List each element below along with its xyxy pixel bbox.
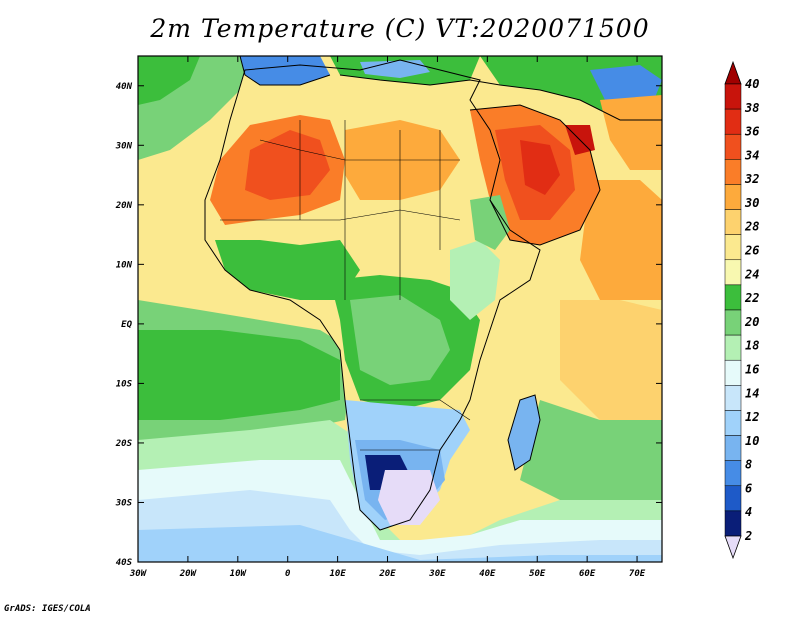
colorbar-label: 22 <box>744 291 759 305</box>
colorbar: 40 38 36 34 32 30 28 26 24 22 20 18 16 14 12 10 8 6 4 2 <box>724 60 759 560</box>
lon-label: 50E <box>529 569 546 579</box>
coastlines <box>204 56 662 531</box>
colorbar-label: 24 <box>744 267 759 281</box>
colorbar-swatch <box>724 83 742 110</box>
lon-label: 30E <box>428 569 446 579</box>
sahel-green <box>215 240 360 300</box>
lat-label: EQ <box>121 320 132 330</box>
southern-ocean-band4 <box>138 525 662 562</box>
lon-label: 20W <box>179 569 198 579</box>
colorbar-swatch <box>724 209 742 235</box>
lon-label: 30W <box>129 569 148 579</box>
colorbar-label: 34 <box>744 148 759 162</box>
colorbar-swatch <box>724 259 742 286</box>
lat-label: 30N <box>115 141 133 151</box>
ethiopia-green <box>470 195 510 250</box>
colorbar-swatch <box>724 460 742 487</box>
colorbar-label: 32 <box>744 172 759 186</box>
colorbar-label: 16 <box>745 362 759 376</box>
colorbar-label: 26 <box>744 244 759 258</box>
equatorial-green <box>138 330 340 420</box>
colorbar-swatch <box>724 284 742 311</box>
lon-label: 20E <box>378 569 396 579</box>
iran-warm <box>600 95 662 170</box>
map-title: 2m Temperature (C) VT:2020071500 <box>150 14 650 43</box>
arabia-hottest <box>520 140 560 195</box>
colorbar-label: 8 <box>745 458 752 472</box>
colorbar-swatch <box>724 234 742 261</box>
lat-label: 20N <box>115 201 133 211</box>
colorbar-label: 2 <box>744 529 752 543</box>
colorbar-swatch <box>724 133 742 160</box>
lat-label: 30S <box>115 498 133 508</box>
lat-label: 20S <box>115 439 133 449</box>
credit-text: GrADS: IGES/COLA <box>4 604 91 614</box>
colorbar-swatch <box>724 334 742 361</box>
colorbar-label: 36 <box>744 125 759 139</box>
colorbar-top-arrow <box>724 60 742 85</box>
lon-label: 40E <box>479 569 496 579</box>
lon-label: 70E <box>629 569 646 579</box>
lat-label: 40S <box>116 558 133 568</box>
indian-ocean-green <box>520 400 662 500</box>
colorbar-label: 40 <box>745 77 759 91</box>
colorbar-swatch <box>724 159 742 185</box>
colorbar-label: 28 <box>744 220 759 234</box>
colorbar-swatch <box>724 385 742 411</box>
colorbar-bottom-arrow <box>724 535 742 560</box>
north-atlantic-green <box>138 56 200 105</box>
lon-label: 10E <box>329 569 346 579</box>
colorbar-swatch <box>724 410 742 436</box>
plot-frame <box>137 55 663 563</box>
colorbar-label: 4 <box>745 505 752 519</box>
arabian-sea-warm <box>580 180 662 300</box>
lat-label: 10N <box>116 260 133 270</box>
lon-label: 0 <box>285 569 291 579</box>
colorbar-label: 14 <box>745 386 759 400</box>
colorbar-label: 20 <box>744 315 759 329</box>
lat-label: 10S <box>116 379 133 389</box>
indian-ocean-warm <box>560 300 662 420</box>
map-fields <box>138 56 662 562</box>
east-africa-highland <box>450 240 500 320</box>
colorbar-label: 18 <box>745 339 759 353</box>
congo-green <box>350 295 450 385</box>
lat-label: 40N <box>116 82 133 92</box>
colorbar-swatch <box>724 309 742 336</box>
south-africa-coldest <box>378 470 440 525</box>
lon-label: 60E <box>579 569 596 579</box>
sahara-hottest <box>245 130 330 200</box>
colorbar-label: 10 <box>745 434 759 448</box>
longitude-labels: 30W 20W 10W 0 10E 20E 30E 40E 50E 60E 70E <box>129 569 646 579</box>
iberia-cool <box>240 56 330 85</box>
lon-label: 10W <box>230 569 248 579</box>
colorbar-label: 6 <box>745 481 752 495</box>
axis-ticks <box>137 56 662 563</box>
alps-cool <box>360 60 430 78</box>
colorbar-swatch <box>724 184 742 210</box>
colorbar-swatch <box>724 510 742 537</box>
colorbar-swatch <box>724 435 742 461</box>
colorbar-swatch <box>724 359 742 386</box>
latitude-labels: 40N 30N 20N 10N EQ 10S 20S 30S 40S <box>115 82 133 568</box>
colorbar-label: 38 <box>744 101 759 115</box>
colorbar-label: 30 <box>744 196 759 210</box>
colorbar-swatch <box>724 485 742 512</box>
colorbar-label: 12 <box>745 410 759 424</box>
colorbar-swatch <box>724 108 742 135</box>
